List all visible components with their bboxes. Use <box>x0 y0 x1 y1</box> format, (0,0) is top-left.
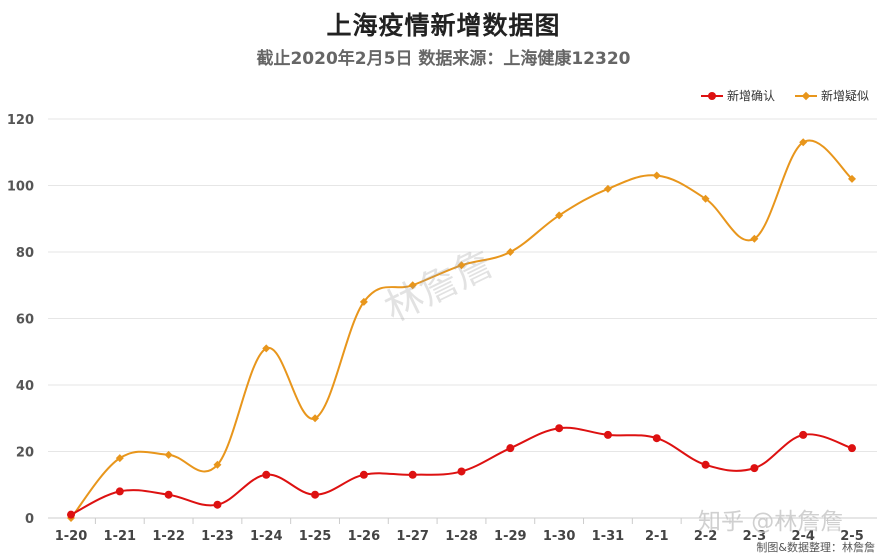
data-point-confirmed <box>213 500 222 509</box>
data-point-confirmed <box>262 470 271 479</box>
data-point-suspected <box>213 460 222 469</box>
data-point-confirmed <box>311 490 320 499</box>
data-point-confirmed <box>848 444 856 453</box>
y-tick-label: 100 <box>7 180 34 195</box>
x-tick-label: 1-23 <box>201 529 234 544</box>
x-tick-label: 1-22 <box>152 529 185 544</box>
data-point-confirmed <box>701 460 710 469</box>
y-tick-label: 80 <box>16 246 34 261</box>
legend-label-suspected: 新增疑似 <box>820 89 869 103</box>
data-point-suspected <box>750 234 759 243</box>
legend-item-suspected[interactable]: 新增疑似 <box>794 87 869 104</box>
data-point-suspected <box>555 211 564 220</box>
data-point-suspected <box>701 194 710 203</box>
x-tick-label: 1-29 <box>494 529 527 544</box>
y-tick-label: 120 <box>7 113 34 128</box>
legend-label-confirmed: 新增确认 <box>726 89 775 103</box>
data-point-suspected <box>115 454 124 463</box>
data-point-suspected <box>359 297 368 306</box>
series-line-suspected <box>70 139 853 519</box>
data-point-confirmed <box>652 434 661 443</box>
data-point-confirmed <box>799 430 808 439</box>
legend: 新增确认 新增疑似 <box>700 87 869 104</box>
y-tick-label: 40 <box>16 379 34 394</box>
data-point-confirmed <box>359 470 368 479</box>
x-tick-label: 2-2 <box>694 529 718 544</box>
data-point-confirmed <box>555 424 564 433</box>
data-point-suspected <box>262 344 271 353</box>
data-point-suspected <box>652 171 661 180</box>
data-point-suspected <box>457 261 466 270</box>
x-tick-label: 1-21 <box>104 529 137 544</box>
x-tick-label: 1-24 <box>250 529 283 544</box>
x-tick-label: 1-25 <box>299 529 332 544</box>
data-point-confirmed <box>457 467 466 476</box>
data-point-suspected <box>848 174 856 183</box>
data-point-confirmed <box>603 430 612 439</box>
data-point-suspected <box>408 281 417 290</box>
x-tick-label: 2-4 <box>791 529 815 544</box>
data-point-confirmed <box>750 464 759 473</box>
credit-text: 制图&数据整理：林詹詹 <box>756 541 875 554</box>
data-point-suspected <box>799 138 808 147</box>
x-tick-label: 2-3 <box>743 529 767 544</box>
x-tick-label: 1-20 <box>55 529 88 544</box>
x-tick-label: 1-28 <box>445 529 478 544</box>
x-tick-label: 1-27 <box>396 529 429 544</box>
chart-subtitle: 截止2020年2月5日 数据来源：上海健康12320 <box>256 49 631 69</box>
legend-item-confirmed[interactable]: 新增确认 <box>700 87 775 104</box>
data-point-confirmed <box>408 470 417 479</box>
x-tick-label: 1-31 <box>592 529 625 544</box>
x-tick-label: 1-30 <box>543 529 576 544</box>
data-point-confirmed <box>67 510 75 519</box>
legend-marker-confirmed <box>700 91 723 101</box>
data-point-suspected <box>164 450 173 459</box>
data-point-confirmed <box>506 444 515 453</box>
y-tick-label: 0 <box>25 512 34 527</box>
data-point-suspected <box>603 184 612 193</box>
y-tick-label: 20 <box>16 446 34 461</box>
data-point-suspected <box>506 248 515 256</box>
x-tick-label: 2-1 <box>645 529 669 544</box>
data-point-confirmed <box>115 487 124 496</box>
chart-title: 上海疫情新增数据图 <box>326 11 561 40</box>
x-tick-label: 2-5 <box>840 529 864 544</box>
zhihu-watermark: 知乎 @林詹詹 <box>698 509 844 535</box>
data-point-confirmed <box>164 490 173 499</box>
legend-marker-suspected <box>794 91 817 101</box>
x-tick-label: 1-26 <box>348 529 381 544</box>
data-point-suspected <box>311 414 320 423</box>
y-tick-label: 60 <box>16 313 34 328</box>
